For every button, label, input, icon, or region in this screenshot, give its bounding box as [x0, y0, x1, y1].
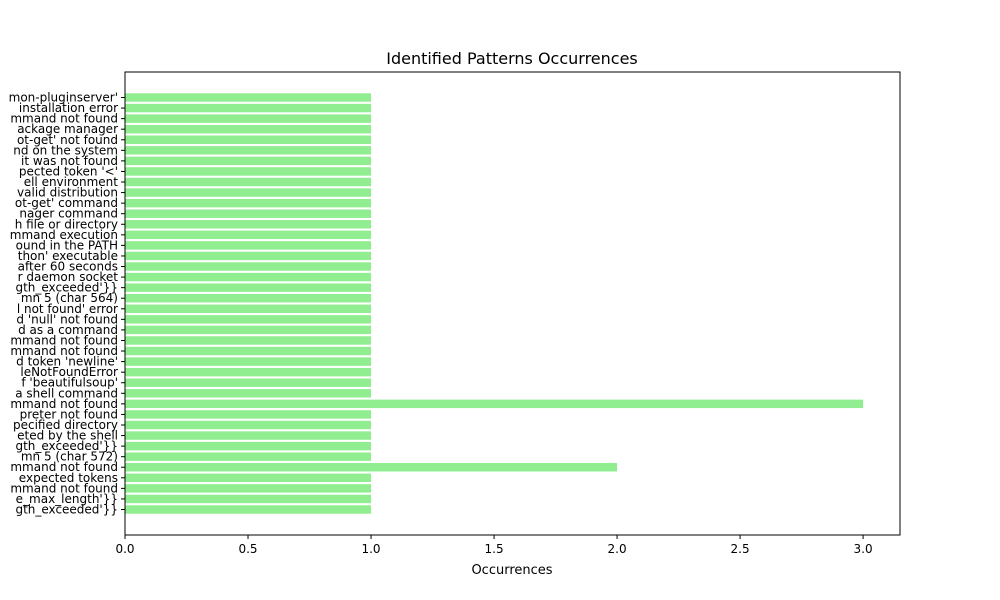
bar — [125, 452, 372, 461]
y-tick-label: preter not found — [20, 407, 118, 421]
bar — [125, 198, 372, 208]
bar — [125, 177, 372, 187]
y-tick-label: ound in the PATH — [16, 238, 118, 252]
y-tick-label: gth_exceeded'}} — [15, 503, 118, 517]
bar — [125, 283, 372, 292]
bars — [125, 93, 864, 514]
bar — [125, 357, 372, 366]
y-tick-label: d as a command — [18, 323, 118, 337]
bar — [125, 124, 372, 134]
bar — [125, 389, 372, 398]
bar — [125, 209, 372, 218]
y-tick-label: h file or directory — [15, 217, 118, 231]
y-tick-label: gth_exceeded'}} — [15, 281, 118, 295]
x-tick-label: 2.5 — [731, 542, 750, 556]
bar — [125, 431, 372, 440]
y-tick-label: ot-get' not found — [17, 133, 118, 147]
bar — [125, 420, 372, 430]
y-tick-label: mon-pluginserver' — [9, 91, 118, 105]
x-axis-label: Occurrences — [471, 563, 552, 578]
bar — [125, 336, 372, 345]
y-tick-label: thon' executable — [18, 249, 118, 263]
y-tick-label: mmand not found — [10, 333, 118, 347]
y-tick-label: mmand not found — [10, 460, 118, 474]
y-tick-label: pected token '<' — [19, 164, 118, 178]
bar — [125, 367, 372, 377]
bar — [125, 473, 372, 483]
x-tick-label: 1.5 — [485, 542, 504, 556]
x-axis-ticks: 0.0 0.5 1.0 1.5 2.0 2.5 3.0 — [115, 535, 873, 556]
y-tick-label: ackage manager — [17, 122, 118, 136]
y-tick-label: nager command — [19, 207, 118, 221]
y-tick-label: mmand not found — [10, 397, 118, 411]
y-tick-labels: mon-pluginserver'installation errormmand… — [9, 91, 125, 517]
y-tick-label: installation error — [19, 101, 118, 115]
bar — [125, 272, 372, 282]
y-tick-label: d 'null' not found — [16, 312, 118, 326]
y-tick-label: mmand execution — [10, 228, 118, 242]
bar — [125, 156, 372, 166]
bar — [125, 410, 372, 419]
bar — [125, 262, 372, 271]
bar — [125, 93, 372, 102]
bar — [125, 188, 372, 197]
bar — [125, 494, 372, 504]
y-tick-label: valid distribution — [17, 186, 118, 200]
y-tick-label: d token 'newline' — [16, 355, 118, 369]
bar — [125, 463, 618, 472]
y-tick-label: mmand not found — [10, 344, 118, 358]
y-tick-label: ot-get' command — [15, 196, 118, 210]
y-tick-label: expected tokens — [19, 471, 118, 485]
bar — [125, 346, 372, 356]
bar — [125, 114, 372, 123]
x-tick-label: 2.0 — [608, 542, 627, 556]
y-tick-label: f 'beautifulsoup' — [21, 376, 118, 390]
bar — [125, 325, 372, 335]
bar — [125, 315, 372, 324]
y-tick-label: it was not found — [21, 154, 118, 168]
y-tick-label: ell environment — [24, 175, 119, 189]
y-tick-label: pecified directory — [13, 418, 118, 432]
x-tick-label: 0.5 — [238, 542, 257, 556]
y-tick-label: gth_exceeded'}} — [15, 439, 118, 453]
y-tick-label: l not found' error — [17, 302, 118, 316]
bar — [125, 505, 372, 514]
bar — [125, 230, 372, 240]
bar — [125, 103, 372, 113]
bar — [125, 441, 372, 451]
bar — [125, 220, 372, 229]
bar — [125, 241, 372, 250]
x-tick-label: 1.0 — [361, 542, 380, 556]
bar — [125, 304, 372, 314]
bar — [125, 146, 372, 155]
x-tick-label: 0.0 — [115, 542, 134, 556]
y-tick-label: after 60 seconds — [18, 260, 118, 274]
bar — [125, 399, 864, 409]
bar — [125, 484, 372, 493]
y-tick-label: mmand not found — [10, 481, 118, 495]
y-tick-label: mn 5 (char 564) — [21, 291, 118, 305]
bar — [125, 167, 372, 176]
x-tick-label: 3.0 — [854, 542, 873, 556]
y-tick-label: r daemon socket — [18, 270, 119, 284]
y-tick-label: leNotFoundError — [20, 365, 118, 379]
bar — [125, 378, 372, 387]
y-tick-label: a shell command — [15, 386, 118, 400]
y-tick-label: eted by the shell — [17, 429, 118, 443]
bar — [125, 293, 372, 303]
chart-title: Identified Patterns Occurrences — [386, 49, 638, 68]
y-tick-label: nd on the system — [13, 143, 118, 157]
y-tick-label: e_max_length'}} — [16, 492, 118, 506]
y-tick-label: mmand not found — [10, 112, 118, 126]
y-tick-label: mn 5 (char 572) — [21, 450, 118, 464]
bar — [125, 251, 372, 261]
bar — [125, 135, 372, 144]
axes-frame — [124, 71, 901, 536]
